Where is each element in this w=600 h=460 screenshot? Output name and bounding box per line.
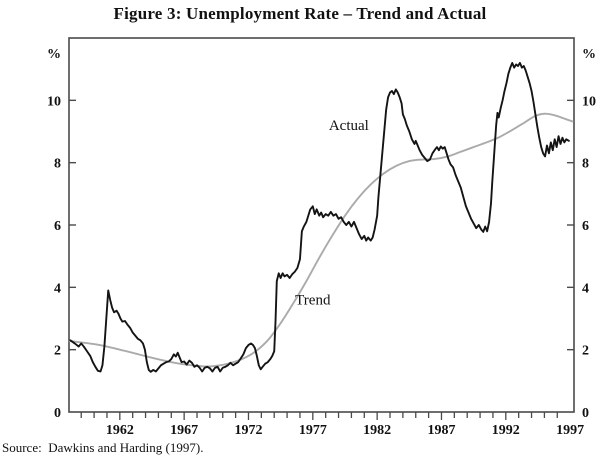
y-unit-right: % (582, 47, 596, 62)
source-note: Source: Dawkins and Harding (1997). (2, 440, 204, 455)
figure-title: Figure 3: Unemployment Rate – Trend and … (113, 4, 487, 23)
x-tick-label-1972: 1972 (234, 423, 262, 438)
y-tick-label-right-0: 0 (582, 406, 589, 421)
y-tick-label-right-2: 2 (582, 344, 589, 359)
y-tick-label-left-6: 6 (54, 219, 61, 234)
x-tick-label-1982: 1982 (363, 423, 391, 438)
y-tick-label-right-4: 4 (582, 281, 589, 296)
series-label-actual: Actual (329, 118, 369, 134)
x-tick-label-1967: 1967 (170, 423, 198, 438)
y-tick-label-right-8: 8 (582, 157, 589, 172)
y-tick-label-left-10: 10 (47, 94, 61, 109)
x-tick-label-1977: 1977 (299, 423, 327, 438)
actual-line (69, 61, 570, 373)
series-label-trend: Trend (295, 292, 331, 308)
y-tick-label-right-6: 6 (582, 219, 589, 234)
y-tick-label-left-0: 0 (54, 406, 61, 421)
x-tick-label-1992: 1992 (492, 423, 520, 438)
y-unit-left: % (47, 47, 61, 62)
y-tick-label-left-2: 2 (54, 344, 61, 359)
x-tick-label-1997: 1997 (556, 423, 584, 438)
trend-line (68, 112, 574, 368)
y-tick-label-left-4: 4 (54, 281, 61, 296)
y-tick-label-right-10: 10 (582, 94, 596, 109)
x-tick-label-1987: 1987 (427, 423, 455, 438)
y-tick-label-left-8: 8 (54, 157, 61, 172)
x-tick-label-1962: 1962 (106, 423, 134, 438)
